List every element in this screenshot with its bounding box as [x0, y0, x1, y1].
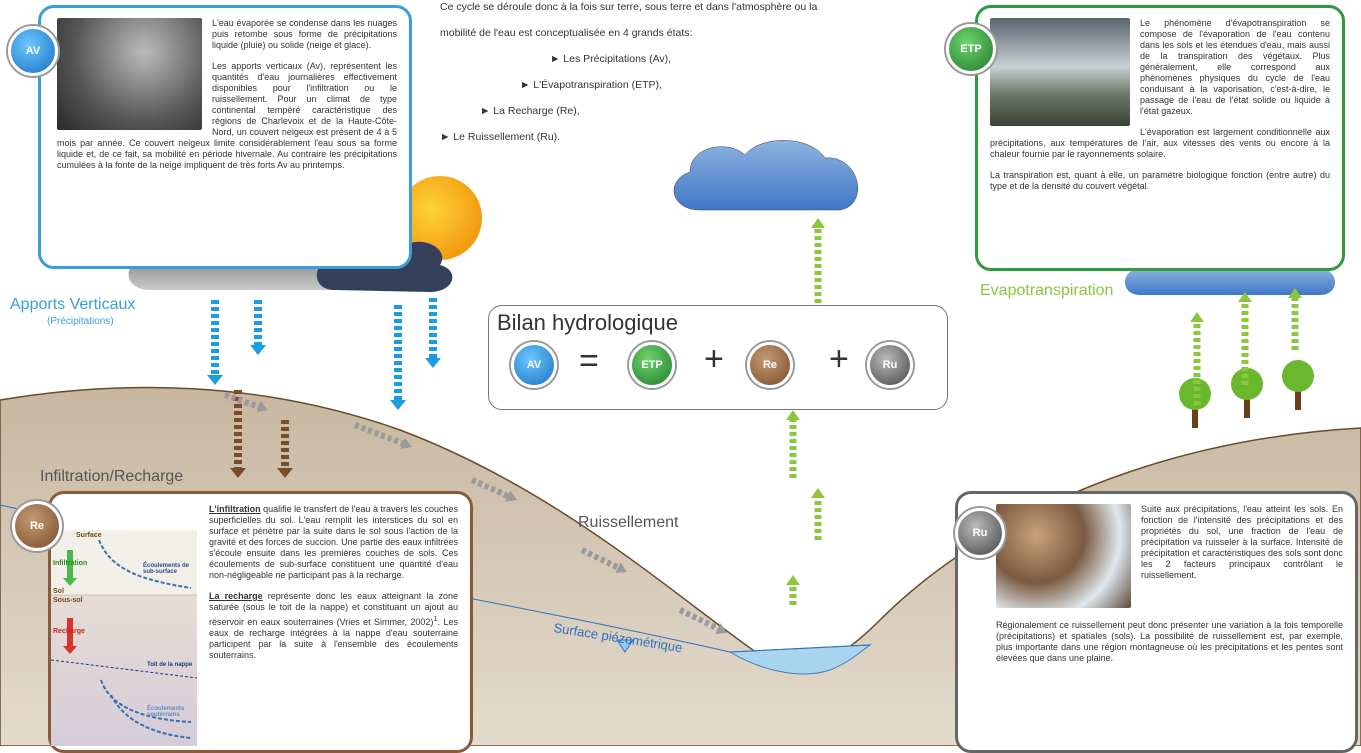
- term: ETP: [629, 342, 675, 388]
- tree-trunk: [1244, 388, 1250, 418]
- paragraph: La transpiration est, quant à elle, un p…: [990, 170, 1330, 191]
- intro-line: Ce cycle se déroule donc à la fois sur t…: [440, 1, 818, 13]
- arrow-shaft: [353, 422, 404, 447]
- cloud: [1125, 268, 1335, 295]
- tree-trunk: [1192, 398, 1198, 428]
- arrow-head: [1190, 312, 1204, 322]
- paragraph: La recharge représente donc les eaux att…: [209, 591, 458, 661]
- paragraph: Suite aux précipitations, l'eau atteint …: [1141, 504, 1343, 580]
- operator: =: [579, 342, 599, 380]
- paragraph: L'eau évaporée se condense dans les nuag…: [212, 18, 397, 50]
- cloud: [673, 140, 858, 211]
- arrow-head: [277, 468, 293, 478]
- snow-image: [57, 18, 202, 130]
- bilan-box: Bilan hydrologique AV = ETP + Re + Ru: [488, 305, 948, 410]
- diagram-label: Écoulements souterrains: [147, 706, 185, 718]
- av-badge: AV: [8, 26, 58, 76]
- intro: Ce cycle se déroule donc à la fois sur t…: [440, 0, 960, 150]
- arrow-head: [786, 575, 800, 585]
- label: Infiltration/Recharge: [40, 468, 184, 485]
- paragraph: Le phénomène d'évapotranspiration se com…: [1140, 18, 1330, 116]
- tree-crown: [1282, 360, 1314, 392]
- etp-box: Le phénomène d'évapotranspiration se com…: [975, 5, 1345, 271]
- operator: +: [829, 340, 849, 378]
- intro-item: ► La Recharge (Re),: [480, 105, 580, 117]
- etp-badge: ETP: [946, 24, 996, 74]
- arrow-head: [811, 218, 825, 228]
- re-badge: Re: [12, 501, 62, 551]
- diagram-label: Écoulements de sub-surface: [143, 563, 190, 575]
- paragraph: Les apports verticaux (Av), représentent…: [57, 61, 397, 170]
- intro-line: mobilité de l'eau est conceptualisée en …: [440, 27, 693, 39]
- diagram-label: Recharge: [53, 628, 85, 635]
- arrow-head: [207, 375, 223, 385]
- arrow-head: [505, 490, 517, 502]
- arrows: [207, 218, 1302, 634]
- water: [728, 644, 872, 675]
- ru-badge: Ru: [955, 508, 1005, 558]
- label: Apports Verticaux: [10, 296, 136, 313]
- diagram-label: Sous-sol: [53, 597, 83, 604]
- stream-image: [996, 504, 1131, 608]
- arrow-head: [400, 437, 412, 449]
- re-diagram: Surface Infiltration Écoulements de sub-…: [51, 530, 197, 746]
- sup: 1: [433, 614, 438, 623]
- arrow-head: [615, 562, 627, 573]
- av-box: L'eau évaporée se condense dans les nuag…: [38, 5, 412, 269]
- ru-box: Suite aux précipitations, l'eau atteint …: [955, 491, 1358, 753]
- intro-item: ► L'Évapotranspiration (ETP),: [520, 79, 662, 91]
- arrow-head: [390, 400, 406, 410]
- arrow-head: [250, 345, 266, 355]
- paragraph: Régionalement ce ruissellement peut donc…: [996, 620, 1343, 663]
- tree-trunk: [1295, 380, 1301, 410]
- arrow-head: [811, 488, 825, 498]
- re-diagram-lines: [51, 539, 197, 739]
- term: Ru: [867, 342, 913, 388]
- paragraph: L'infiltration qualifie le transfert de …: [209, 504, 458, 581]
- arrow-shaft: [678, 607, 720, 632]
- arrow-head: [230, 468, 246, 478]
- arrow-head: [256, 401, 268, 413]
- bilan-title: Bilan hydrologique: [497, 310, 679, 335]
- sun: [398, 176, 482, 260]
- diagram-label: Toit de la nappe: [147, 662, 193, 668]
- text: représente donc les eaux atteignant la z…: [209, 591, 459, 627]
- label: (Précipitations): [47, 316, 114, 327]
- arrow-head: [1238, 292, 1252, 302]
- text: qualifie le transfert de l'eau à travers…: [209, 504, 458, 580]
- arrow-head: [786, 410, 800, 420]
- label: Evapotranspiration: [980, 282, 1114, 299]
- label: Ruissellement: [578, 514, 679, 531]
- landscape-image: [990, 18, 1130, 126]
- term: Re: [747, 342, 793, 388]
- diagram-label: Surface: [76, 532, 102, 539]
- intro-item: ► Les Précipitations (Av),: [550, 53, 672, 65]
- arrow-head: [715, 623, 727, 634]
- water-table-marker: [616, 639, 634, 653]
- operator: +: [704, 340, 724, 378]
- diagram-label: Sol: [53, 588, 64, 595]
- intro-item: ► Le Ruissellement (Ru).: [440, 131, 561, 143]
- arrow-head: [425, 358, 441, 368]
- diagram-label: Infiltration: [53, 560, 88, 567]
- arrow-shaft: [224, 392, 260, 410]
- lead: L'infiltration: [209, 504, 261, 514]
- text: . Les eaux de recharge intégrées à la na…: [209, 617, 459, 660]
- lead: La recharge: [209, 591, 263, 601]
- term: AV: [511, 342, 557, 388]
- arrow-head: [1288, 288, 1302, 298]
- paragraph: L'évaporation est largement conditionnel…: [990, 127, 1330, 159]
